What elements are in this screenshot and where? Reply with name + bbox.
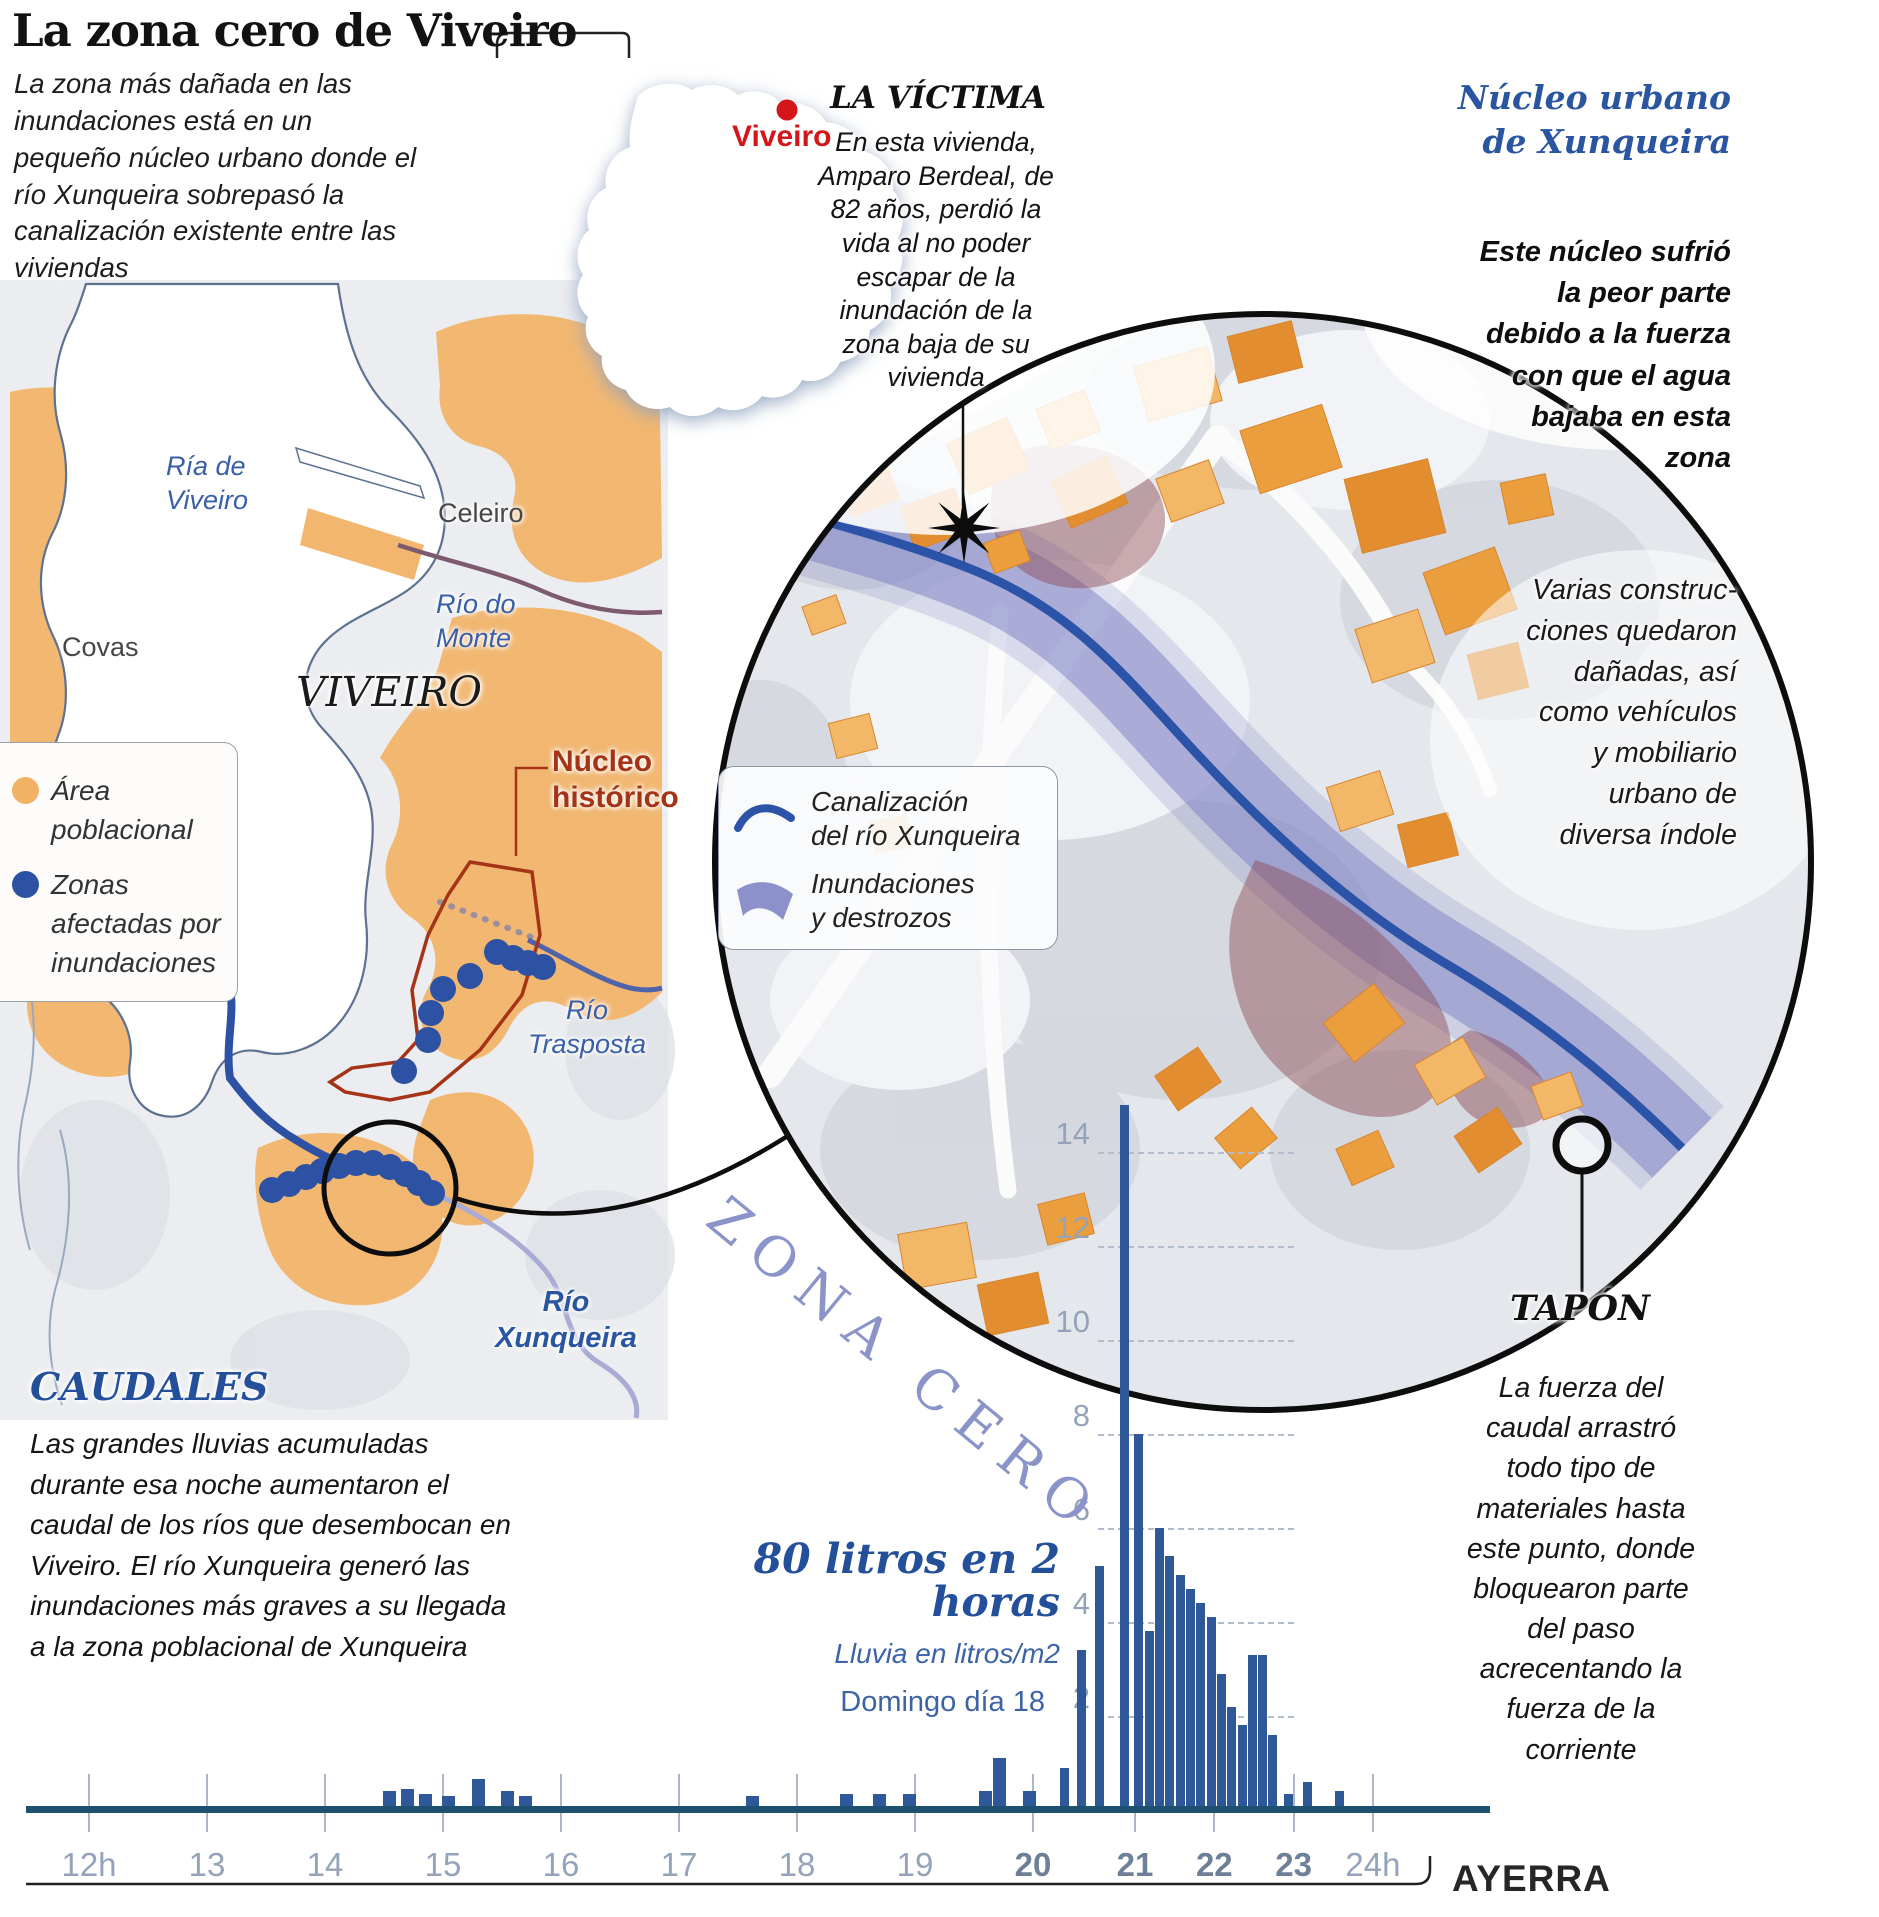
detail-legend: Canalización del río Xunqueira Inundacion…: [718, 766, 1058, 950]
credit-bracket: [26, 1856, 1432, 1886]
building: [1343, 458, 1447, 554]
building: [897, 1221, 977, 1291]
building: [1037, 1192, 1095, 1246]
title-bracket: [495, 31, 631, 58]
pier: [294, 446, 426, 500]
label-rio-trasposta: Río Trasposta: [527, 995, 647, 1059]
flood-dot-icon: [457, 963, 483, 989]
building: [1154, 1046, 1222, 1112]
building: [1325, 769, 1395, 833]
building: [1396, 811, 1460, 869]
varias-note: Varias construc-ciones quedaron dañadas, …: [1526, 574, 1737, 851]
canalizacion-river: [715, 463, 1686, 1152]
legend-item-inundaciones: Inundaciones y destrozos: [733, 867, 975, 934]
legend-item-canalizacion: Canalización del río Xunqueira: [733, 785, 1020, 852]
flood-dot-icon: [430, 976, 456, 1002]
label-celeiro: Celeiro: [438, 498, 524, 528]
tapon-ring-icon: [1552, 1115, 1612, 1175]
legend-label: Zonas afectadas por inundaciones: [51, 869, 221, 979]
victima-body: En esta vivienda, Amparo Berdeal, de 82 …: [818, 127, 1054, 393]
detail-circle-outline: [712, 311, 1814, 1413]
building: [715, 416, 775, 486]
flood-dot-icon: [415, 1027, 441, 1053]
nucleo-urbano-body: Este núcleo sufrió la peor parte debido …: [1479, 236, 1731, 474]
building: [753, 492, 811, 542]
rio-do-monte: [397, 542, 663, 615]
caudales-body: Las grandes lluvias acumuladas durante e…: [30, 1428, 511, 1662]
tapon-body: La fuerza del caudal arrastró todo tipo de…: [1466, 1372, 1696, 1766]
zoom-source-circle: [321, 1119, 459, 1257]
flood-dot-icon: [530, 954, 556, 980]
rio-trasposta-line: [526, 937, 663, 993]
area-poblacional-swatch-icon: [12, 777, 39, 804]
dotted-boundary: [437, 899, 537, 941]
tapon-heading: TAPÓN: [1509, 1288, 1651, 1329]
victima-heading: LA VÍCTIMA: [830, 80, 1046, 116]
building: [827, 712, 879, 760]
legend-item-zonas-afectadas: Zonas afectadas por inundaciones: [12, 865, 221, 983]
zoom-connector: [454, 1135, 788, 1216]
coastline: [39, 282, 446, 1118]
building: [1226, 320, 1304, 384]
building: [1155, 459, 1225, 523]
flood-dot-icon: [418, 1000, 444, 1026]
intro-text: La zona más dañada en las inundaciones e…: [14, 68, 417, 284]
building: [801, 594, 847, 636]
label-rio-do-monte: Río do Monte: [436, 589, 516, 653]
page-title: La zona cero de Viveiro: [12, 4, 578, 57]
chart-ylabel: Lluvia en litros/m2: [834, 1638, 1060, 1669]
legend-item-area-poblacional: Área poblacional: [12, 771, 193, 849]
flood-dots: [259, 939, 556, 1206]
building: [976, 1271, 1050, 1337]
galicia-locator-map: [577, 83, 903, 416]
victim-star-icon: [928, 492, 1000, 564]
nucleo-urbano-heading: Núcleo urbano de Xunqueira: [1457, 78, 1731, 161]
flood-dot-icon: [391, 1058, 417, 1084]
chart-note: Domingo día 18: [840, 1686, 1045, 1718]
overview-legend: Área poblacional Zonas afectadas por inunda…: [0, 742, 238, 1002]
locator-label: Viveiro: [732, 120, 832, 153]
label-ria-de-viveiro: Ría de Viveiro: [166, 451, 249, 515]
flood-band-icon: [737, 881, 793, 920]
credit: AYERRA: [1452, 1858, 1611, 1899]
building: [1530, 1071, 1584, 1121]
zonas-afectadas-swatch-icon: [12, 871, 39, 898]
building: [1453, 1106, 1523, 1174]
building: [1335, 1129, 1395, 1187]
caudales-heading: CAUDALES: [30, 1364, 269, 1409]
river-line-icon: [734, 803, 795, 832]
building: [1354, 608, 1436, 684]
building: [1413, 1036, 1487, 1106]
rio-xunqueira-lower: [438, 1193, 640, 1419]
building: [1499, 473, 1555, 525]
harbour-spit: [300, 508, 424, 580]
nucleo-historico-pointer: [514, 766, 548, 856]
label-viveiro-city: VIVEIRO: [296, 668, 483, 716]
building: [1239, 403, 1343, 495]
legend-label: Canalización del río Xunqueira: [811, 786, 1021, 851]
locator-dot: [776, 99, 798, 121]
label-nucleo-historico: Núcleo histórico: [552, 745, 679, 814]
chart-title: 80 litros en 2 horas: [753, 1535, 1060, 1627]
building: [715, 554, 763, 600]
flood-dot-icon: [419, 1180, 445, 1206]
legend-label: Área poblacional: [51, 775, 193, 846]
legend-label: Inundaciones y destrozos: [811, 868, 975, 933]
label-covas: Covas: [62, 632, 139, 662]
building: [1322, 982, 1406, 1064]
building: [983, 529, 1031, 575]
label-rio-xunqueira: Río Xunqueira: [495, 1286, 637, 1355]
